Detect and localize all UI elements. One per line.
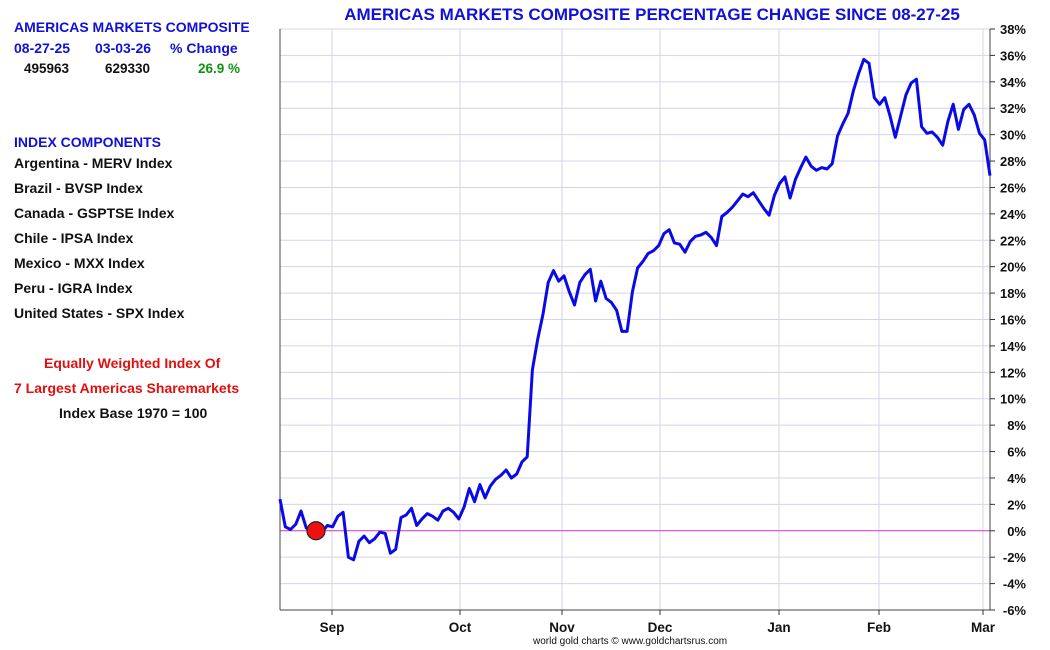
- x-tick-label: Feb: [867, 620, 891, 635]
- y-tick-label: 4%: [1007, 471, 1026, 486]
- x-tick-label: Mar: [971, 620, 996, 635]
- y-tick-label: -2%: [1003, 550, 1027, 565]
- end-date-header: 03-03-26: [95, 40, 152, 56]
- composite-heading: AMERICAS MARKETS COMPOSITE: [14, 19, 250, 35]
- start-date-header: 08-27-25: [14, 40, 71, 56]
- y-tick-label: 2%: [1007, 497, 1026, 512]
- y-tick-label: 14%: [1000, 339, 1026, 354]
- x-axis: Sep Oct Nov Dec Jan Feb Mar: [320, 610, 996, 635]
- start-value: 495963: [24, 61, 70, 76]
- y-tick-label: 0%: [1007, 524, 1026, 539]
- grid: [280, 28, 990, 611]
- y-tick-label: 28%: [1000, 154, 1026, 169]
- component-peru: Peru - IGRA Index: [14, 280, 133, 296]
- component-brazil: Brazil - BVSP Index: [14, 180, 143, 196]
- y-tick-label: 30%: [1000, 128, 1026, 143]
- note-line-2: 7 Largest Americas Sharemarkets: [14, 380, 240, 396]
- composite-series-line: [278, 57, 992, 562]
- component-argentina: Argentina - MERV Index: [14, 155, 173, 171]
- component-mexico: Mexico - MXX Index: [14, 255, 145, 271]
- y-tick-label: 32%: [1000, 101, 1026, 116]
- y-tick-label: 12%: [1000, 365, 1026, 380]
- footer-credit: world gold charts © www.goldchartsrus.co…: [533, 636, 728, 647]
- start-date-marker: [306, 521, 326, 541]
- y-tick-label: 26%: [1000, 180, 1026, 195]
- component-chile: Chile - IPSA Index: [14, 230, 134, 246]
- y-tick-label: 34%: [1000, 75, 1026, 90]
- series-layer: [278, 57, 992, 562]
- change-value: 26.9 %: [198, 61, 241, 76]
- y-tick-label: 18%: [1000, 286, 1026, 301]
- y-tick-label: -6%: [1003, 603, 1027, 618]
- x-tick-label: Sep: [320, 620, 345, 635]
- chart-title: AMERICAS MARKETS COMPOSITE PERCENTAGE CH…: [344, 5, 960, 24]
- x-tick-label: Jan: [767, 620, 790, 635]
- x-tick-label: Nov: [549, 620, 575, 635]
- y-tick-label: 16%: [1000, 313, 1026, 328]
- x-tick-label: Dec: [648, 620, 673, 635]
- y-tick-label: 24%: [1000, 207, 1026, 222]
- y-tick-label: 22%: [1000, 233, 1026, 248]
- y-axis: 38% 36% 34% 32% 30% 28% 26% 24% 22% 20% 18% 16% 14% 1…: [990, 22, 1026, 618]
- note-line-1: Equally Weighted Index Of: [44, 355, 221, 371]
- y-tick-label: 6%: [1007, 445, 1026, 460]
- component-canada: Canada - GSPTSE Index: [14, 205, 175, 221]
- components-heading: INDEX COMPONENTS: [14, 134, 162, 150]
- y-tick-label: 36%: [1000, 48, 1026, 63]
- y-tick-label: 20%: [1000, 260, 1026, 275]
- y-tick-label: 10%: [1000, 392, 1026, 407]
- note-line-3: Index Base 1970 = 100: [59, 405, 208, 421]
- y-tick-label: 8%: [1007, 418, 1026, 433]
- y-tick-label: -4%: [1003, 577, 1027, 592]
- x-tick-label: Oct: [449, 620, 472, 635]
- y-tick-label: 38%: [1000, 22, 1026, 37]
- change-header: % Change: [170, 40, 238, 56]
- end-value: 629330: [105, 61, 151, 76]
- component-united-states: United States - SPX Index: [14, 305, 185, 321]
